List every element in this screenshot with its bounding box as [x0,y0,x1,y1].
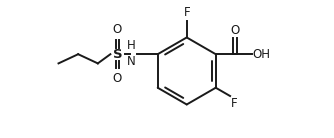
Text: F: F [183,6,190,19]
Text: O: O [113,23,122,36]
Text: N: N [127,55,136,68]
Text: O: O [231,24,240,37]
Text: OH: OH [253,48,271,61]
Text: H: H [127,39,136,52]
Text: O: O [113,72,122,85]
Text: F: F [231,97,238,110]
Text: S: S [113,48,122,61]
